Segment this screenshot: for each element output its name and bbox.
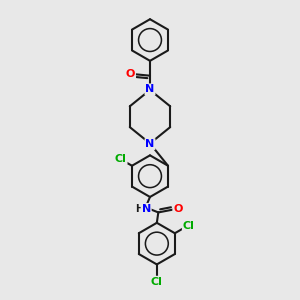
Text: Cl: Cl <box>183 221 195 231</box>
Text: N: N <box>146 139 154 149</box>
Text: N: N <box>142 204 151 214</box>
Text: O: O <box>173 204 183 214</box>
Text: O: O <box>126 69 135 79</box>
Text: Cl: Cl <box>115 154 127 164</box>
Text: H: H <box>136 204 144 214</box>
Text: Cl: Cl <box>151 277 163 287</box>
Text: N: N <box>146 84 154 94</box>
